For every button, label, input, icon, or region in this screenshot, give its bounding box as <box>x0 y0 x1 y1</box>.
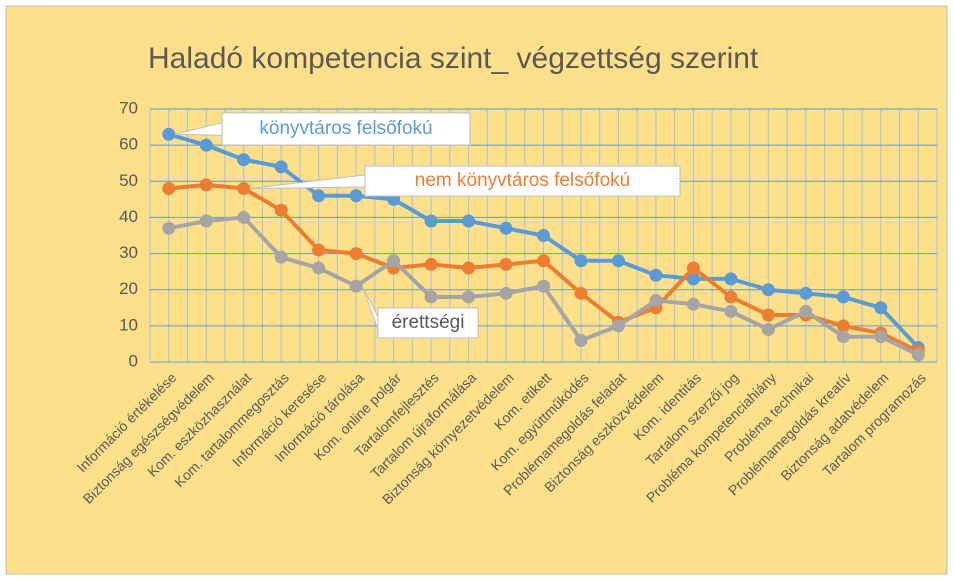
marker <box>874 301 888 315</box>
marker <box>686 261 700 275</box>
legend-label: érettségi <box>392 312 465 333</box>
marker <box>349 189 363 203</box>
marker <box>874 330 888 344</box>
marker <box>537 279 550 293</box>
legend-label: nem könyvtáros felsőfokú <box>415 170 630 191</box>
y-tick-label: 0 <box>129 351 138 370</box>
marker <box>686 297 700 311</box>
marker <box>649 294 663 308</box>
legend-label: könyvtáros felsőfokú <box>259 118 432 139</box>
y-tick-label: 10 <box>119 315 138 334</box>
marker <box>574 254 588 268</box>
marker <box>611 319 625 333</box>
marker <box>199 138 213 152</box>
marker <box>799 286 813 300</box>
marker <box>424 257 438 271</box>
marker <box>199 178 213 192</box>
marker <box>312 189 326 203</box>
marker <box>312 243 326 257</box>
marker <box>274 203 288 217</box>
marker <box>274 160 288 174</box>
marker <box>162 221 176 235</box>
marker <box>574 286 588 300</box>
marker <box>199 214 213 228</box>
marker <box>836 290 850 304</box>
marker <box>349 247 363 261</box>
marker <box>724 290 738 304</box>
chart-title: Haladó kompetencia szint_ végzettség sze… <box>148 42 759 75</box>
marker <box>424 290 438 304</box>
callout-box <box>221 112 471 146</box>
marker <box>462 290 476 304</box>
marker <box>499 257 513 271</box>
marker <box>312 261 326 275</box>
marker <box>162 127 176 141</box>
marker <box>761 283 775 297</box>
marker <box>836 319 850 333</box>
marker <box>649 268 663 282</box>
callout-box <box>364 165 681 197</box>
marker <box>574 333 588 347</box>
y-tick-label: 70 <box>119 98 138 117</box>
marker <box>911 348 925 362</box>
marker <box>237 182 251 196</box>
marker <box>799 304 813 318</box>
marker <box>761 308 775 322</box>
marker <box>237 210 251 224</box>
callout-box <box>377 307 479 339</box>
marker <box>349 279 363 293</box>
y-tick-label: 20 <box>119 279 138 298</box>
marker <box>424 214 438 228</box>
marker <box>724 272 738 286</box>
marker <box>462 261 476 275</box>
y-tick-label: 50 <box>119 171 138 190</box>
marker <box>387 254 401 268</box>
marker <box>611 254 625 268</box>
marker <box>836 330 850 344</box>
y-tick-label: 30 <box>119 243 138 262</box>
marker <box>537 229 550 242</box>
marker <box>499 286 513 300</box>
marker <box>274 250 288 264</box>
marker <box>686 272 700 286</box>
y-tick-label: 40 <box>119 207 138 226</box>
marker <box>761 322 775 336</box>
y-tick-label: 60 <box>119 135 138 154</box>
marker <box>724 304 738 318</box>
marker <box>462 214 476 228</box>
marker <box>237 153 251 167</box>
marker <box>537 254 550 268</box>
marker <box>499 221 513 235</box>
marker <box>162 182 176 196</box>
